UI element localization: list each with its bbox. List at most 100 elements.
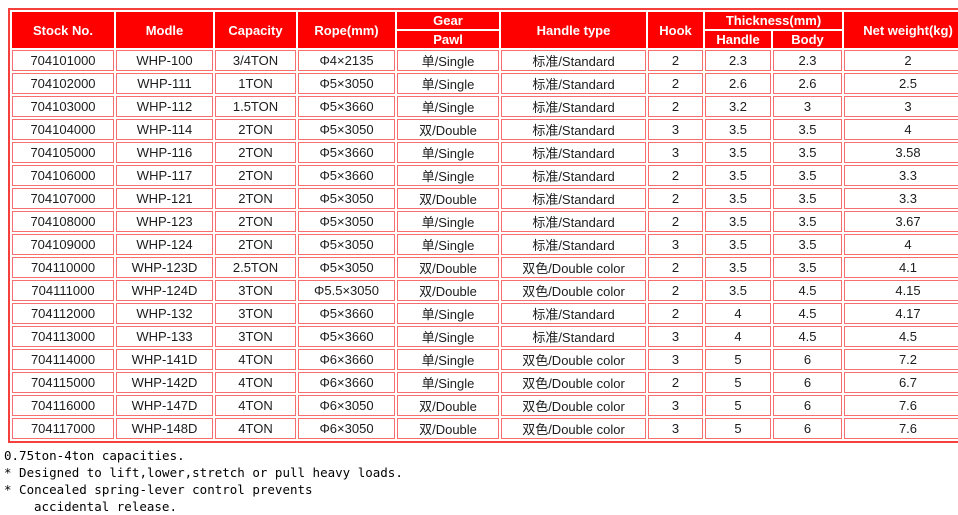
cell-rope: Φ4×2135 — [298, 50, 395, 71]
table-row: 704103000 WHP-112 1.5TON Φ5×3660 单/Single 标准/… — [12, 96, 958, 117]
table-row: 704102000 WHP-111 1TON Φ5×3050 单/Single 标准/St… — [12, 73, 958, 94]
cell-capacity: 2TON — [215, 234, 296, 255]
cell-handle-type: 双色/Double color — [501, 372, 646, 393]
cell-thickness-body: 3.5 — [773, 257, 842, 278]
table-row: 704101000 WHP-100 3/4TON Φ4×2135 单/Single 标准/… — [12, 50, 958, 71]
header-row-2: Pawl Handle Body — [12, 31, 958, 48]
cell-model: WHP-112 — [116, 96, 213, 117]
table-row: 704113000 WHP-133 3TON Φ5×3660 单/Single 标准/St… — [12, 326, 958, 347]
cell-hook: 2 — [648, 165, 703, 186]
cell-handle-type: 双色/Double color — [501, 418, 646, 439]
notes: 0.75ton-4ton capacities. * Designed to l… — [4, 448, 950, 515]
cell-thickness-body: 4.5 — [773, 303, 842, 324]
cell-rope: Φ6×3660 — [298, 349, 395, 370]
cell-net-weight: 7.6 — [844, 395, 958, 416]
cell-rope: Φ5×3660 — [298, 165, 395, 186]
cell-model: WHP-147D — [116, 395, 213, 416]
product-spec-table: Stock No. Modle Capacity Rope(mm) Gear H… — [8, 8, 958, 443]
table-row: 704109000 WHP-124 2TON Φ5×3050 单/Single 标准/St… — [12, 234, 958, 255]
cell-model: WHP-123D — [116, 257, 213, 278]
cell-model: WHP-148D — [116, 418, 213, 439]
cell-gear-pawl: 单/Single — [397, 142, 499, 163]
cell-rope: Φ5×3050 — [298, 73, 395, 94]
cell-capacity: 2TON — [215, 119, 296, 140]
cell-handle-type: 标准/Standard — [501, 73, 646, 94]
cell-hook: 2 — [648, 73, 703, 94]
cell-stock-no: 704115000 — [12, 372, 114, 393]
cell-handle-type: 双色/Double color — [501, 349, 646, 370]
cell-handle-type: 标准/Standard — [501, 119, 646, 140]
cell-hook: 3 — [648, 234, 703, 255]
cell-thickness-handle: 5 — [705, 372, 771, 393]
cell-stock-no: 704117000 — [12, 418, 114, 439]
table-row: 704115000 WHP-142D 4TON Φ6×3660 单/Single 双色/D… — [12, 372, 958, 393]
cell-net-weight: 4.17 — [844, 303, 958, 324]
cell-net-weight: 2.5 — [844, 73, 958, 94]
cell-stock-no: 704111000 — [12, 280, 114, 301]
header-gear: Gear — [397, 12, 499, 29]
cell-capacity: 4TON — [215, 372, 296, 393]
cell-thickness-handle: 4 — [705, 326, 771, 347]
cell-net-weight: 4.15 — [844, 280, 958, 301]
cell-thickness-body: 3.5 — [773, 234, 842, 255]
cell-handle-type: 标准/Standard — [501, 211, 646, 232]
header-rope: Rope(mm) — [298, 12, 395, 48]
cell-net-weight: 4.1 — [844, 257, 958, 278]
cell-rope: Φ6×3660 — [298, 372, 395, 393]
cell-thickness-body: 6 — [773, 418, 842, 439]
cell-thickness-handle: 3.5 — [705, 188, 771, 209]
cell-stock-no: 704103000 — [12, 96, 114, 117]
cell-rope: Φ5×3660 — [298, 303, 395, 324]
cell-model: WHP-141D — [116, 349, 213, 370]
note-designed-to: * Designed to lift,lower,stretch or pull… — [4, 465, 403, 480]
table-header: Stock No. Modle Capacity Rope(mm) Gear H… — [12, 12, 958, 48]
cell-net-weight: 2 — [844, 50, 958, 71]
cell-net-weight: 3.58 — [844, 142, 958, 163]
table-row: 704106000 WHP-117 2TON Φ5×3660 单/Single 标准/St… — [12, 165, 958, 186]
cell-hook: 3 — [648, 326, 703, 347]
cell-hook: 3 — [648, 119, 703, 140]
cell-gear-pawl: 单/Single — [397, 234, 499, 255]
cell-rope: Φ5×3050 — [298, 211, 395, 232]
cell-net-weight: 4 — [844, 234, 958, 255]
table-row: 704116000 WHP-147D 4TON Φ6×3050 双/Double 双色/D… — [12, 395, 958, 416]
cell-gear-pawl: 双/Double — [397, 280, 499, 301]
cell-stock-no: 704101000 — [12, 50, 114, 71]
header-thickness-body: Body — [773, 31, 842, 48]
cell-net-weight: 3.67 — [844, 211, 958, 232]
table-row: 704112000 WHP-132 3TON Φ5×3660 单/Single 标准/St… — [12, 303, 958, 324]
cell-capacity: 2TON — [215, 211, 296, 232]
table-row: 704104000 WHP-114 2TON Φ5×3050 双/Double 标准/St… — [12, 119, 958, 140]
cell-gear-pawl: 双/Double — [397, 257, 499, 278]
header-model: Modle — [116, 12, 213, 48]
cell-handle-type: 标准/Standard — [501, 188, 646, 209]
cell-stock-no: 704114000 — [12, 349, 114, 370]
cell-handle-type: 标准/Standard — [501, 50, 646, 71]
cell-thickness-handle: 3.5 — [705, 165, 771, 186]
cell-hook: 2 — [648, 188, 703, 209]
cell-gear-pawl: 双/Double — [397, 395, 499, 416]
cell-capacity: 1TON — [215, 73, 296, 94]
cell-model: WHP-124D — [116, 280, 213, 301]
cell-rope: Φ5×3050 — [298, 234, 395, 255]
cell-gear-pawl: 双/Double — [397, 119, 499, 140]
cell-capacity: 2.5TON — [215, 257, 296, 278]
cell-model: WHP-142D — [116, 372, 213, 393]
table-row: 704110000 WHP-123D 2.5TON Φ5×3050 双/Double 双色… — [12, 257, 958, 278]
cell-model: WHP-111 — [116, 73, 213, 94]
cell-hook: 2 — [648, 96, 703, 117]
cell-thickness-body: 6 — [773, 372, 842, 393]
cell-thickness-handle: 4 — [705, 303, 771, 324]
cell-thickness-body: 6 — [773, 349, 842, 370]
cell-gear-pawl: 单/Single — [397, 372, 499, 393]
cell-rope: Φ5.5×3050 — [298, 280, 395, 301]
header-net-weight: Net weight(kg) — [844, 12, 958, 48]
cell-handle-type: 标准/Standard — [501, 326, 646, 347]
cell-rope: Φ5×3660 — [298, 96, 395, 117]
cell-thickness-body: 3.5 — [773, 188, 842, 209]
cell-rope: Φ5×3050 — [298, 188, 395, 209]
table-row: 704107000 WHP-121 2TON Φ5×3050 双/Double 标准/St… — [12, 188, 958, 209]
cell-rope: Φ5×3050 — [298, 119, 395, 140]
cell-hook: 2 — [648, 303, 703, 324]
